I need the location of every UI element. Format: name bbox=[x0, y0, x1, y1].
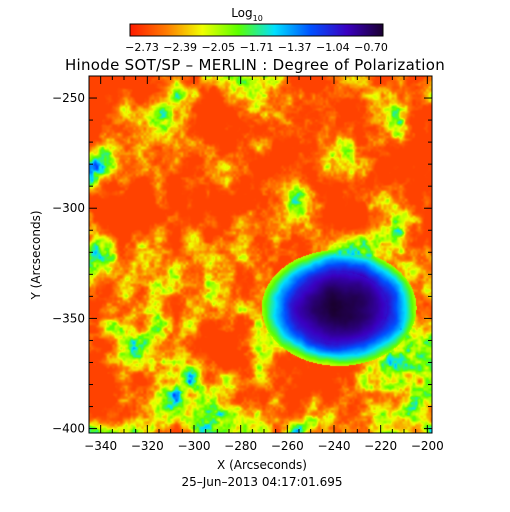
colorbar bbox=[129, 23, 384, 37]
colorbar-tick-label: −1.37 bbox=[278, 41, 312, 54]
colorbar-tick-label: −2.39 bbox=[163, 41, 197, 54]
x-tick-label: −320 bbox=[131, 439, 164, 453]
x-tick-label: −340 bbox=[84, 439, 117, 453]
x-axis-label: X (Arcseconds) bbox=[217, 458, 307, 472]
x-tick-label: −280 bbox=[224, 439, 257, 453]
polarization-map bbox=[89, 76, 432, 433]
y-tick-label: −300 bbox=[52, 201, 85, 215]
colorbar-tick-label: −1.71 bbox=[240, 41, 274, 54]
colorbar-tick-label: −0.70 bbox=[354, 41, 388, 54]
chart-title: Hinode SOT/SP – MERLIN : Degree of Polar… bbox=[65, 56, 445, 74]
colorbar-label: Log10 bbox=[231, 6, 263, 23]
colorbar-tick-label: −2.05 bbox=[201, 41, 235, 54]
y-tick-label: −400 bbox=[52, 422, 85, 436]
x-tick-label: −200 bbox=[411, 439, 444, 453]
axes: −340 −320 −300 −280 −260 −240 −220 −200 −250 −300… bbox=[52, 75, 444, 453]
x-tick-label: −300 bbox=[178, 439, 211, 453]
colorbar-ticks: −2.73 −2.39 −2.05 −1.71 −1.37 −1.04 −0.70 bbox=[125, 41, 388, 54]
colorbar-tick-label: −1.04 bbox=[316, 41, 350, 54]
x-tick-label: −220 bbox=[364, 439, 397, 453]
colorbar-tick-label: −2.73 bbox=[125, 41, 159, 54]
timestamp: 25–Jun–2013 04:17:01.695 bbox=[182, 475, 343, 489]
plot-frame bbox=[88, 75, 433, 434]
x-tick-label: −260 bbox=[271, 439, 304, 453]
y-axis-label: Y (Arcseconds) bbox=[29, 210, 43, 300]
y-tick-label: −250 bbox=[52, 91, 85, 105]
y-tick-label: −350 bbox=[52, 311, 85, 325]
x-tick-label: −240 bbox=[318, 439, 351, 453]
